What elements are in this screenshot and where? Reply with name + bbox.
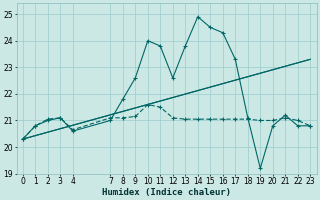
X-axis label: Humidex (Indice chaleur): Humidex (Indice chaleur) (102, 188, 231, 197)
